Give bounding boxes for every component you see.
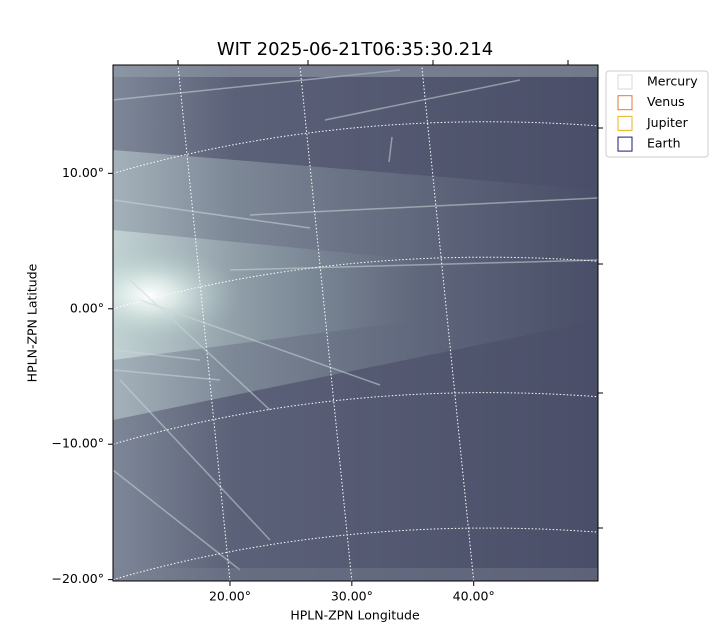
legend-label: Jupiter [646,115,689,130]
legend-swatch [617,136,633,152]
legend-label: Mercury [647,74,698,89]
grid-line [113,121,598,174]
y-tick-label: −20.00° [51,571,104,586]
plot-frame [112,64,599,582]
x-tick-label: 30.00° [331,589,373,604]
y-tick-label: 10.00° [62,165,104,180]
grid-line [113,392,598,445]
legend-swatch [617,95,633,111]
grid-line [421,65,475,581]
y-tick-label: 0.00° [70,300,104,315]
grid-line [113,256,598,310]
x-axis-label: HPLN-ZPN Longitude [290,608,420,623]
chart-title: WIT 2025-06-21T06:35:30.214 [217,39,493,60]
x-tick-label: 20.00° [209,589,251,604]
grid-line [177,65,231,581]
y-axis-label: HPLN-ZPN Latitude [25,263,40,382]
legend-label: Venus [647,94,685,109]
frame-ticks [177,60,603,529]
legend-label: Earth [647,136,681,151]
x-tick-label: 40.00° [453,589,495,604]
y-tick-label: −10.00° [51,436,104,451]
legend-swatch [617,74,633,90]
legend [605,70,709,158]
legend-swatch [617,115,633,131]
grid-line [299,65,353,581]
grid-line [113,527,598,581]
image [113,65,598,581]
